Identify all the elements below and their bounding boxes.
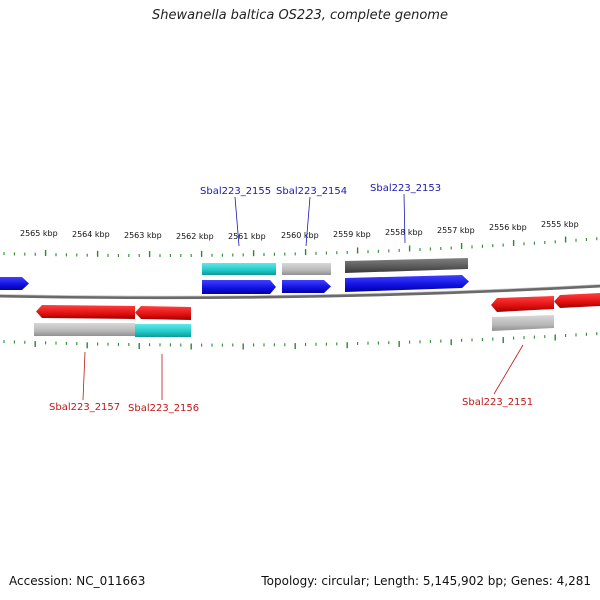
cds-feature-grey[interactable] [282, 263, 331, 275]
gene-arrow-sbal223-2153[interactable] [345, 275, 469, 292]
gene-label-sbal223-2153[interactable]: Sbal223_2153 [370, 183, 441, 194]
scale-label-2560: 2560 kbp [281, 231, 319, 240]
gene-arrow-reverse-partial[interactable] [554, 293, 600, 308]
gene-arrow-sbal223-2157[interactable] [36, 305, 135, 319]
gene-arrow-sbal223-2155[interactable] [202, 280, 276, 294]
gene-arrow-sbal223-2154[interactable] [282, 280, 331, 293]
scale-label-2556: 2556 kbp [489, 223, 527, 232]
leader-sbal223-2155 [234, 196, 240, 247]
cds-feature-grey-2157[interactable] [34, 323, 135, 336]
label-leaders [82, 193, 524, 401]
reverse-strand-genes [34, 293, 600, 337]
scale-label-2562: 2562 kbp [176, 232, 214, 241]
cds-feature-grey-2151[interactable] [492, 315, 554, 331]
gene-label-sbal223-2154[interactable]: Sbal223_2154 [276, 186, 347, 197]
genome-backbone-highlight [0, 284, 600, 297]
gene-label-sbal223-2151[interactable]: Sbal223_2151 [462, 397, 533, 408]
gene-labels: Sbal223_2155 Sbal223_2154 Sbal223_2153 S… [49, 183, 533, 414]
gene-arrow-forward-partial[interactable] [0, 277, 29, 290]
leader-sbal223-2157 [82, 351, 86, 401]
gene-label-sbal223-2156[interactable]: Sbal223_2156 [128, 403, 199, 414]
gene-arrow-sbal223-2156[interactable] [135, 306, 191, 320]
scale-label-2565: 2565 kbp [20, 229, 58, 238]
scale-label-2557: 2557 kbp [437, 226, 475, 235]
leader-sbal223-2154 [305, 196, 311, 247]
cds-feature-cyan-2156[interactable] [135, 324, 191, 337]
scale-label-2555: 2555 kbp [541, 220, 579, 229]
genome-backbone [0, 284, 600, 300]
cds-feature-cyan[interactable] [202, 263, 276, 275]
gene-arrow-sbal223-2151[interactable] [491, 296, 554, 312]
forward-strand-genes [0, 258, 469, 294]
gene-label-sbal223-2155[interactable]: Sbal223_2155 [200, 186, 271, 197]
scale-label-2563: 2563 kbp [124, 231, 162, 240]
gene-label-sbal223-2157[interactable]: Sbal223_2157 [49, 402, 120, 413]
scale-label-2561: 2561 kbp [228, 232, 266, 241]
scale-label-2558: 2558 kbp [385, 228, 423, 237]
scale-labels: 2565 kbp 2564 kbp 2563 kbp 2562 kbp 2561… [20, 220, 579, 241]
scale-ticks-bottom [3, 332, 598, 350]
map-title: Shewanella baltica OS223, complete genom… [152, 8, 448, 23]
scale-ticks-top [3, 236, 598, 258]
cds-feature-dark[interactable] [345, 258, 468, 273]
accession-label: Accession: NC_011663 [9, 574, 146, 588]
scale-label-2559: 2559 kbp [333, 230, 371, 239]
scale-label-2564: 2564 kbp [72, 230, 110, 239]
leader-sbal223-2153 [403, 193, 406, 244]
genome-stats-label: Topology: circular; Length: 5,145,902 bp… [261, 574, 591, 588]
leader-sbal223-2151 [493, 344, 524, 395]
